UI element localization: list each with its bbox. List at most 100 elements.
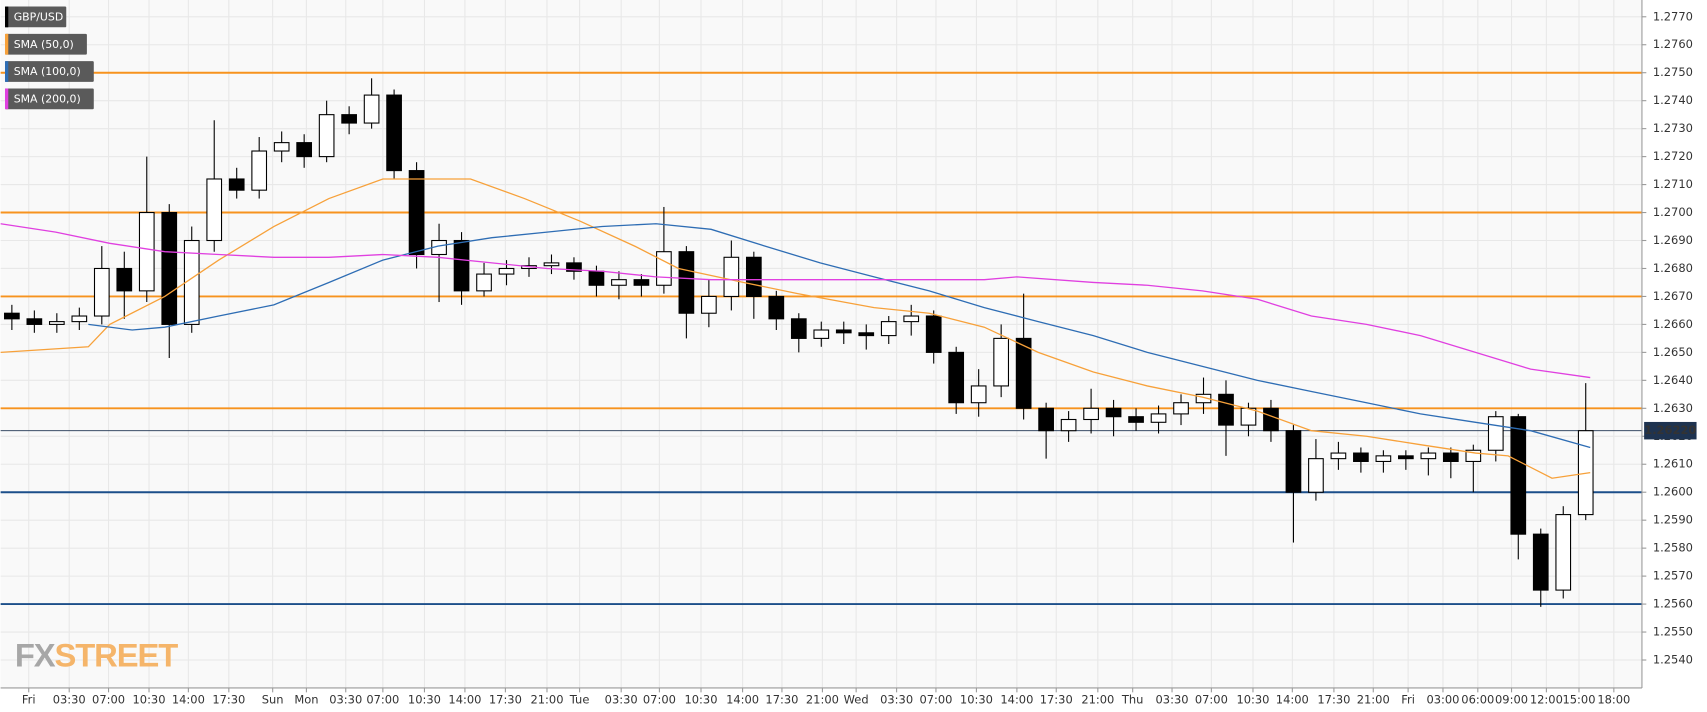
candle-body: [1487, 416, 1504, 451]
x-tick-label: 14:00: [448, 692, 481, 706]
x-tick-label: 17:30: [1040, 692, 1073, 706]
candle-body: [543, 262, 560, 267]
y-tick-label: 1.2680: [1653, 261, 1693, 275]
candle-body: [813, 329, 830, 339]
watermark: FXSTREET: [15, 636, 178, 673]
y-tick-label: 1.2660: [1653, 317, 1693, 331]
levels: [0, 71, 1642, 606]
x-tick-label: Mon: [294, 692, 318, 706]
x-tick-label: 10:30: [133, 692, 166, 706]
candle-body: [768, 295, 785, 320]
legend-box: [4, 61, 94, 82]
x-tick-label: Sun: [262, 692, 284, 706]
candle-body: [1510, 416, 1527, 535]
candle-body: [408, 170, 425, 256]
x-tick-label: 17:30: [765, 692, 798, 706]
watermark-street: STREET: [54, 636, 178, 673]
x-tick-label: 03:30: [605, 692, 638, 706]
candle-body: [161, 211, 178, 325]
candle-body: [1218, 393, 1234, 426]
y-tick-label: 1.2610: [1653, 457, 1693, 471]
candle-body: [858, 332, 875, 337]
candle-body: [566, 262, 582, 272]
x-tick-label: 14:00: [726, 692, 759, 706]
candle-body: [903, 315, 920, 323]
x-tick-label: 03:00: [1426, 692, 1459, 706]
candle-body: [1240, 407, 1257, 426]
candle-body: [1038, 407, 1054, 432]
candle-body: [745, 256, 762, 297]
last-price-label: 1.26220: [1644, 423, 1696, 437]
y-tick-label: 1.2710: [1653, 177, 1693, 191]
candle-body: [296, 142, 313, 158]
x-tick-label: 21:00: [806, 692, 839, 706]
y-tick-label: 1.2770: [1653, 9, 1693, 23]
x-tick-label: 21:00: [1081, 692, 1114, 706]
candle-body: [993, 337, 1010, 387]
x-tick-label: 18:00: [1597, 692, 1630, 706]
candle-body: [1150, 413, 1167, 423]
candle-body: [1442, 452, 1459, 462]
candle-body: [1375, 455, 1392, 462]
candle-body: [386, 94, 402, 172]
candle-body: [1173, 402, 1189, 415]
candle-body: [318, 114, 335, 158]
x-tick-label: 10:30: [684, 692, 717, 706]
x-tick-label: Wed: [844, 692, 869, 706]
x-tick-label: 12:00: [1530, 692, 1563, 706]
x-tick-label: 17:30: [1317, 692, 1350, 706]
y-tick-label: 1.2560: [1653, 597, 1693, 611]
x-tick-label: 07:00: [366, 692, 399, 706]
y-tick-label: 1.2730: [1653, 121, 1693, 135]
candle-body: [611, 279, 627, 286]
candle-body: [453, 239, 470, 292]
x-tick-label: 14:00: [1000, 692, 1033, 706]
x-tick-label: 21:00: [530, 692, 563, 706]
legend-label: SMA (100,0): [14, 65, 81, 78]
y-tick-label: 1.2700: [1653, 205, 1693, 219]
candle-body: [633, 279, 650, 286]
x-tick-label: 17:30: [212, 692, 245, 706]
y-tick-label: 1.2670: [1653, 289, 1693, 303]
candle-body: [48, 321, 65, 325]
legend-swatch: [4, 6, 9, 28]
legend-label: SMA (50,0): [14, 38, 74, 51]
y-tick-label: 1.2580: [1653, 541, 1693, 555]
x-tick-label: 03:30: [1156, 692, 1189, 706]
y-tick-label: 1.2640: [1653, 373, 1693, 387]
x-tick-label: Tue: [569, 692, 590, 706]
candle-body: [1555, 514, 1572, 591]
candle-body: [588, 270, 605, 286]
x-tick-label: 03:30: [53, 692, 86, 706]
candle-body: [116, 267, 133, 292]
x-tick-label: 07:00: [92, 692, 125, 706]
candle-body: [790, 318, 807, 339]
marks: [0, 78, 1594, 607]
y-tick-label: 1.2720: [1653, 149, 1693, 163]
sma-line: [0, 178, 1591, 479]
sma-line: [88, 223, 1591, 449]
candle-body: [1465, 449, 1482, 462]
x-tick-label: 14:00: [172, 692, 205, 706]
candle-body: [1128, 416, 1144, 423]
candle-body: [1398, 455, 1414, 460]
candle-body: [93, 267, 110, 317]
y-tick-label: 1.2750: [1653, 65, 1693, 79]
candle-body: [341, 114, 357, 124]
candle-body: [498, 267, 515, 275]
legend-swatch: [4, 61, 9, 82]
candle-body: [273, 142, 290, 152]
x-tick-label: Fri: [1401, 692, 1415, 706]
candle-body: [835, 329, 852, 334]
candle-body: [363, 94, 380, 124]
y-tick-label: 1.2740: [1653, 93, 1693, 107]
x-tick-label: Thu: [1121, 692, 1144, 706]
x-tick-label: 09:00: [1495, 692, 1528, 706]
candle-body: [1015, 337, 1032, 409]
y-tick-label: 1.2540: [1653, 653, 1693, 667]
candle-body: [1353, 452, 1369, 462]
x-tick-label: 10:30: [408, 692, 441, 706]
candle-body: [970, 385, 987, 404]
y-tick-label: 1.2570: [1653, 569, 1693, 583]
